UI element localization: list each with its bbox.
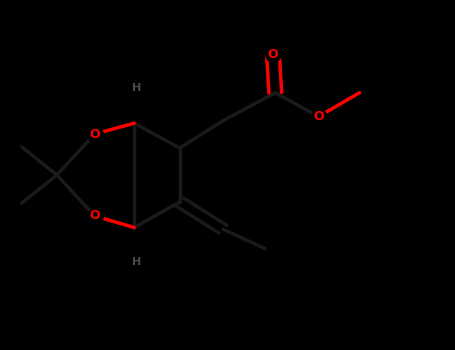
Text: H: H	[132, 83, 141, 93]
Text: O: O	[89, 127, 100, 141]
Text: O: O	[89, 209, 100, 223]
Text: H: H	[132, 257, 141, 267]
Text: O: O	[313, 110, 324, 123]
Text: O: O	[268, 48, 278, 61]
